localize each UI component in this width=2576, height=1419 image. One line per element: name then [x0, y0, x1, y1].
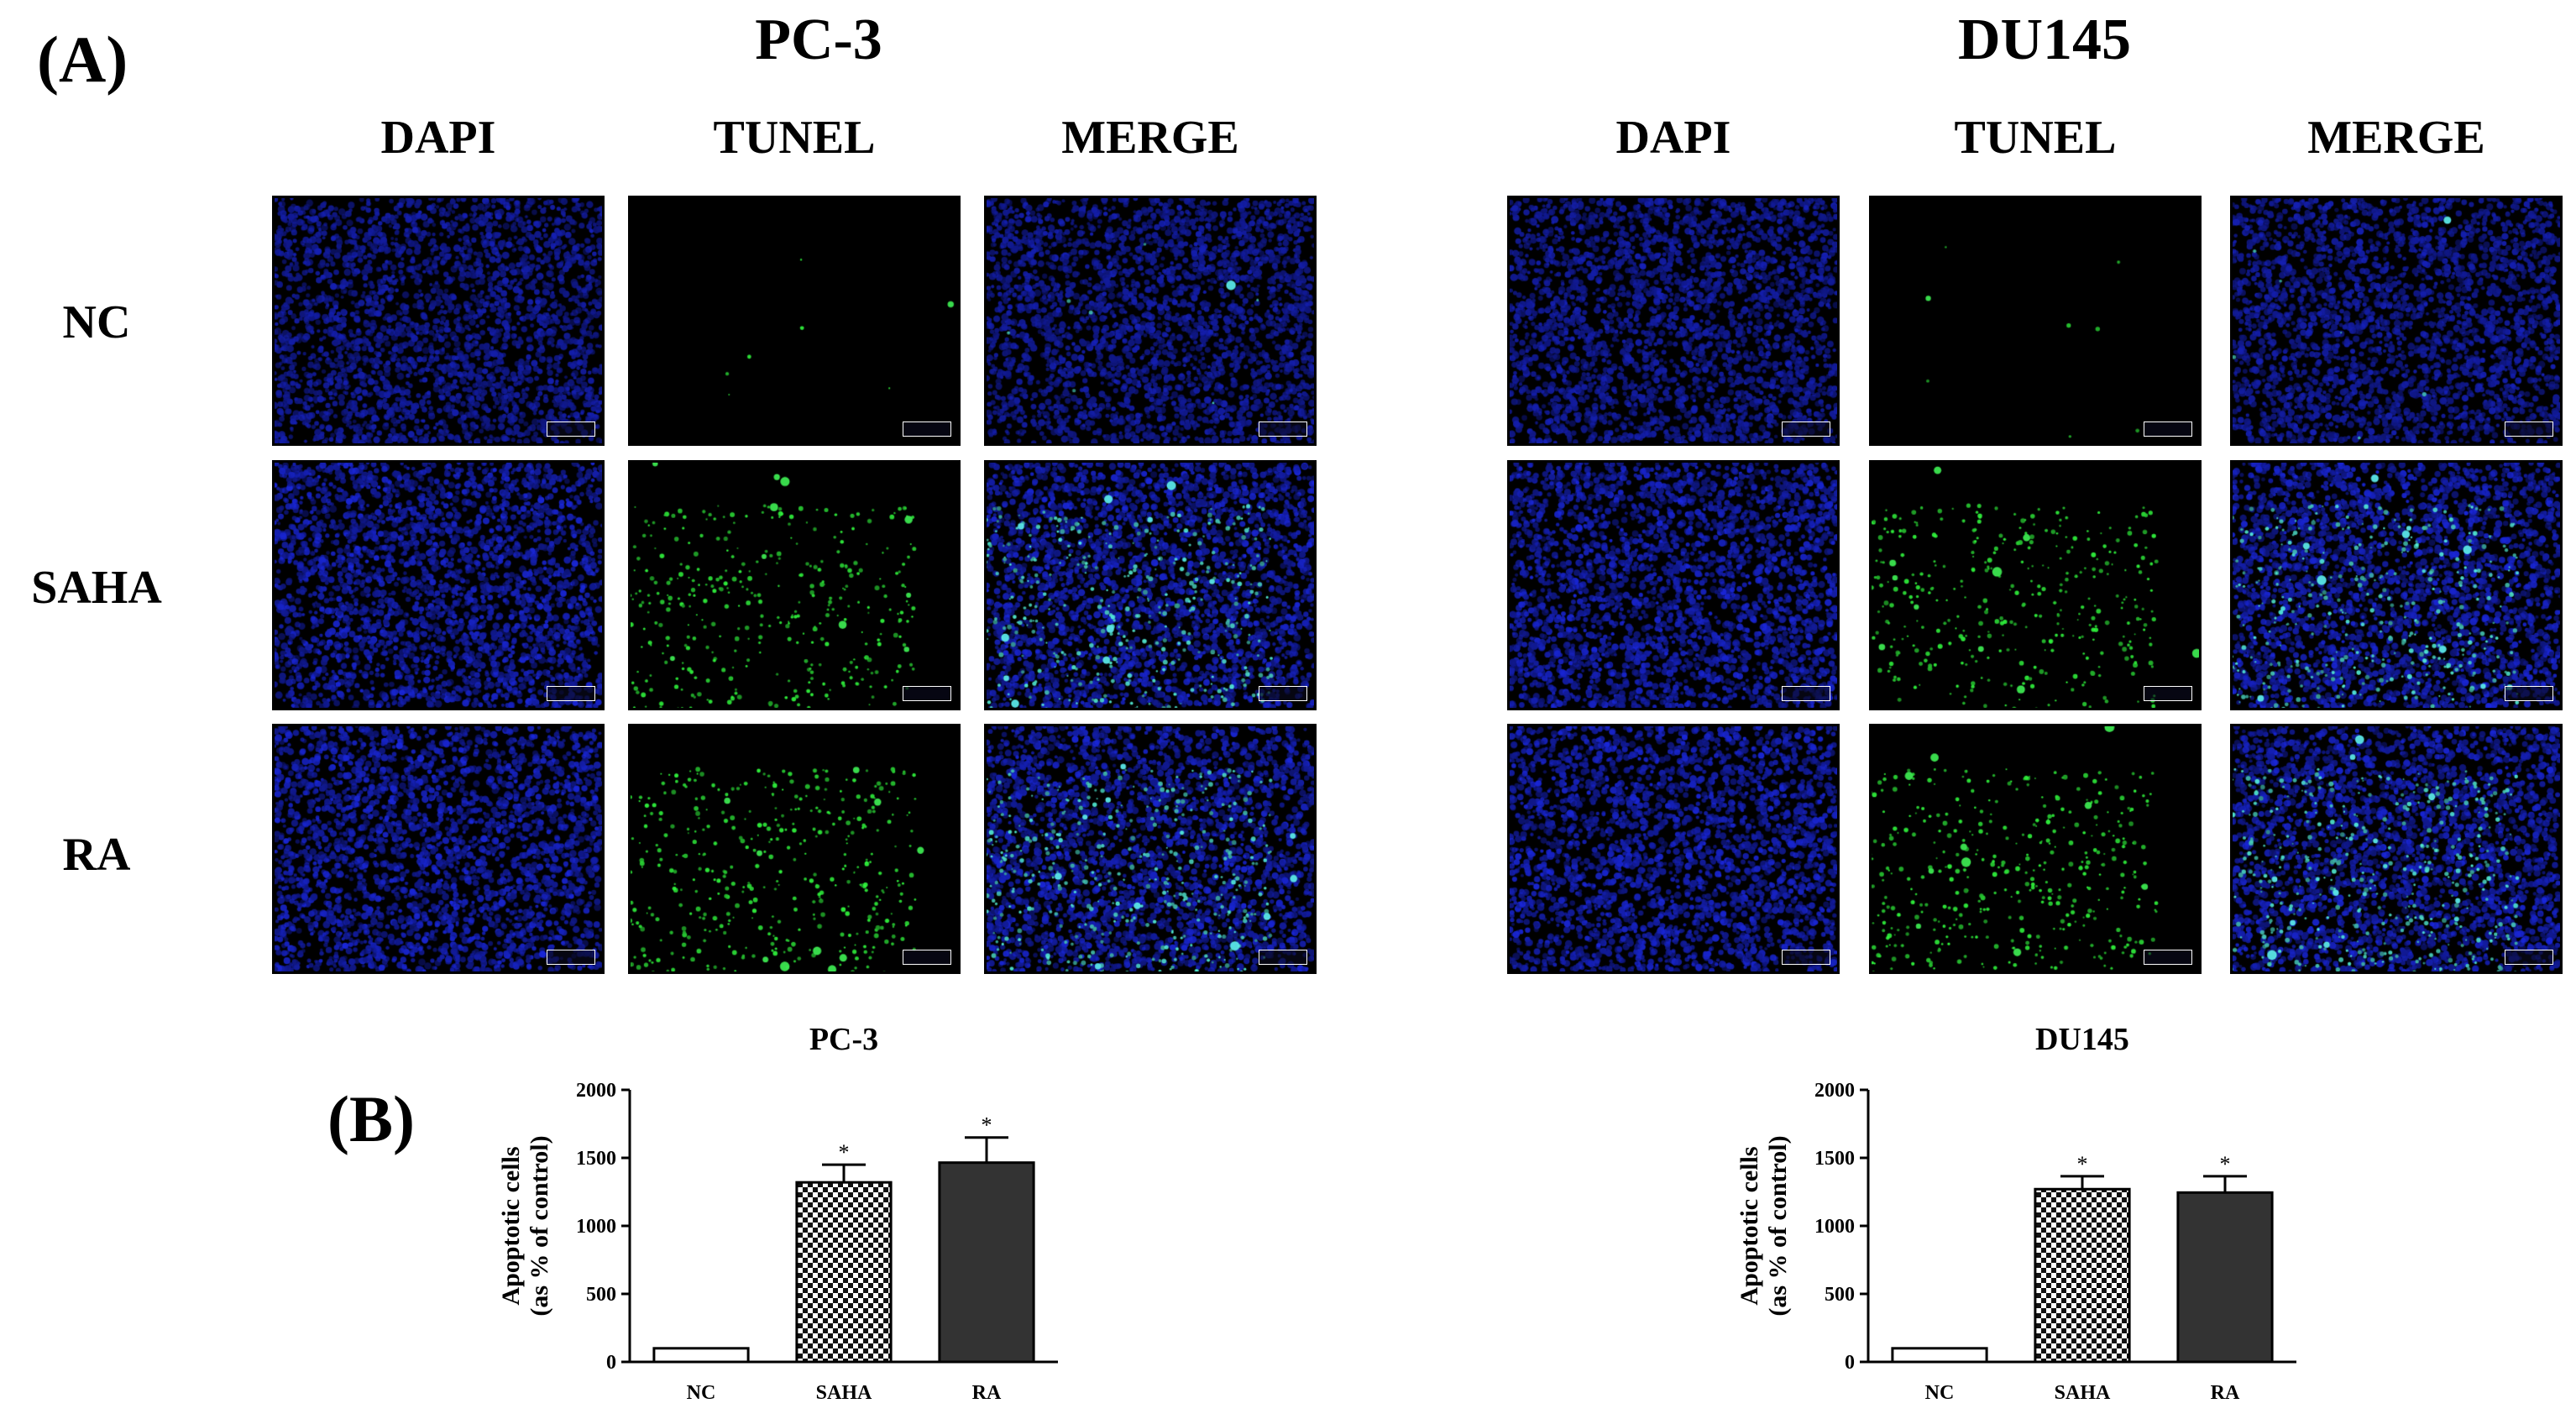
- micrograph-du145-nc-merge: [2230, 196, 2563, 446]
- scale-bar: [2144, 686, 2192, 701]
- scale-bar: [2144, 422, 2192, 437]
- micrograph-du145-ra-dapi: [1507, 724, 1840, 974]
- micrograph-pc3-ra-merge: [984, 724, 1317, 974]
- column-header-tunel-pc3: TUNEL: [713, 112, 876, 164]
- chart-title: PC-3: [809, 1022, 878, 1057]
- x-tick-label: SAHA: [2055, 1382, 2111, 1404]
- column-header-dapi-pc3: DAPI: [380, 112, 496, 164]
- x-tick-label: NC: [1925, 1382, 1955, 1404]
- x-tick-label: SAHA: [816, 1382, 872, 1404]
- bar-saha: [795, 1181, 893, 1364]
- micrograph-pc3-saha-merge: [984, 460, 1317, 710]
- bar-nc: [652, 1347, 750, 1364]
- micrograph-pc3-nc-tunel: [628, 196, 961, 446]
- y-axis-label-line1: Apoptotic cells: [1736, 1146, 1763, 1305]
- x-tick-label: NC: [687, 1382, 716, 1404]
- y-tick-label: 1500: [576, 1148, 616, 1170]
- scale-bar: [547, 422, 595, 437]
- y-axis-label: Apoptotic cells(as % of control): [497, 1135, 553, 1316]
- scale-bar: [903, 686, 951, 701]
- bar-ra: [2176, 1191, 2274, 1364]
- micrograph-pc3-ra-dapi: [272, 724, 605, 974]
- significance-marker: *: [2220, 1152, 2231, 1176]
- scale-bar: [2505, 686, 2553, 701]
- panel-label-a: (A): [37, 23, 128, 96]
- micrograph-pc3-saha-dapi: [272, 460, 605, 710]
- column-header-merge-pc3: MERGE: [1061, 112, 1239, 164]
- scale-bar: [2505, 950, 2553, 965]
- micrograph-pc3-nc-merge: [984, 196, 1317, 446]
- scale-bar: [1259, 950, 1307, 965]
- y-tick-label: 1500: [1814, 1148, 1855, 1170]
- y-tick-label: 2000: [1814, 1080, 1855, 1102]
- scale-bar: [2505, 422, 2553, 437]
- micrograph-pc3-ra-tunel: [628, 724, 961, 974]
- scale-bar: [547, 686, 595, 701]
- scale-bar: [2144, 950, 2192, 965]
- y-tick-label: 2000: [576, 1080, 616, 1102]
- scale-bar: [903, 950, 951, 965]
- micrograph-du145-saha-dapi: [1507, 460, 1840, 710]
- significance-marker: *: [982, 1113, 992, 1138]
- column-header-merge-du145: MERGE: [2307, 112, 2485, 164]
- cell-line-title-du145: DU145: [1957, 8, 2132, 72]
- chart-title: DU145: [2035, 1022, 2129, 1057]
- significance-marker: *: [839, 1140, 850, 1165]
- scale-bar: [1259, 422, 1307, 437]
- significance-marker: *: [2077, 1152, 2088, 1176]
- y-tick-label: 500: [586, 1284, 616, 1306]
- scale-bar: [1782, 686, 1830, 701]
- scale-bar: [1782, 950, 1830, 965]
- column-header-tunel-du145: TUNEL: [1954, 112, 2117, 164]
- bar-chart-pc3: PC-3 0 500 1000 1500 2000 Apoptotic cells(as %…: [497, 1022, 1058, 1404]
- micrograph-du145-saha-tunel: [1869, 460, 2202, 710]
- scale-bar: [903, 422, 951, 437]
- bar-nc: [1891, 1347, 1988, 1364]
- scale-bar: [1259, 686, 1307, 701]
- micrograph-du145-ra-merge: [2230, 724, 2563, 974]
- y-tick-label: 1000: [1814, 1216, 1855, 1238]
- x-tick-label: RA: [2211, 1382, 2240, 1404]
- y-tick-label: 1000: [576, 1216, 616, 1238]
- micrograph-pc3-saha-tunel: [628, 460, 961, 710]
- y-tick-label: 0: [1845, 1352, 1855, 1374]
- micrograph-pc3-nc-dapi: [272, 196, 605, 446]
- bar-saha: [2034, 1187, 2131, 1364]
- y-tick-label: 500: [1825, 1284, 1855, 1306]
- scale-bar: [547, 950, 595, 965]
- y-axis-label: Apoptotic cells(as % of control): [1736, 1135, 1792, 1316]
- row-header-saha: SAHA: [31, 562, 162, 614]
- y-axis-label-line1: Apoptotic cells: [497, 1146, 525, 1305]
- y-tick-label: 0: [606, 1352, 616, 1374]
- panel-label-b: (B): [327, 1082, 415, 1155]
- cell-line-title-pc3: PC-3: [755, 8, 882, 72]
- micrograph-du145-nc-tunel: [1869, 196, 2202, 446]
- bar-ra: [938, 1161, 1035, 1364]
- row-header-ra: RA: [62, 829, 131, 881]
- micrograph-du145-ra-tunel: [1869, 724, 2202, 974]
- x-tick-label: RA: [972, 1382, 1002, 1404]
- bar-chart-du145: DU145 0 500 1000 1500 2000 Apoptotic cells(as …: [1736, 1022, 2296, 1404]
- row-header-nc: NC: [62, 296, 131, 348]
- scale-bar: [1782, 422, 1830, 437]
- micrograph-du145-nc-dapi: [1507, 196, 1840, 446]
- y-axis-label-line2: (as % of control): [1764, 1135, 1792, 1316]
- y-axis-label-line2: (as % of control): [526, 1135, 553, 1316]
- micrograph-du145-saha-merge: [2230, 460, 2563, 710]
- column-header-dapi-du145: DAPI: [1615, 112, 1731, 164]
